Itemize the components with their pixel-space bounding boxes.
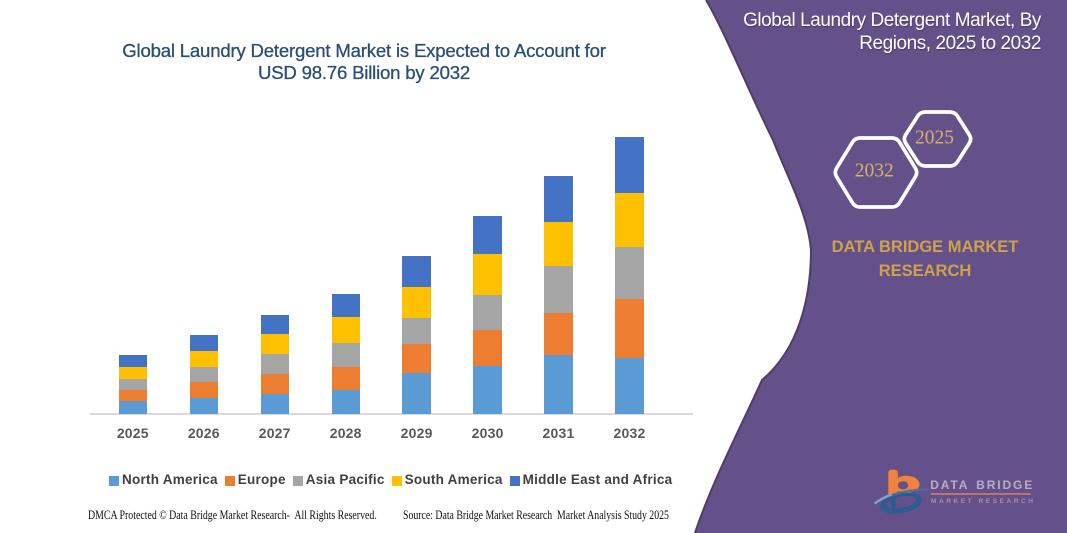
svg-text:MARKET RESEARCH: MARKET RESEARCH — [931, 498, 1036, 505]
svg-text:2032: 2032 — [855, 161, 894, 182]
svg-text:2025: 2025 — [915, 128, 954, 149]
svg-text:DATA BRIDGE: DATA BRIDGE — [930, 478, 1034, 492]
